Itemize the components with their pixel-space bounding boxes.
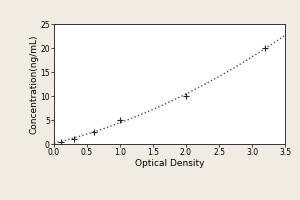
X-axis label: Optical Density: Optical Density: [135, 159, 204, 168]
Y-axis label: Concentration(ng/mL): Concentration(ng/mL): [30, 34, 39, 134]
